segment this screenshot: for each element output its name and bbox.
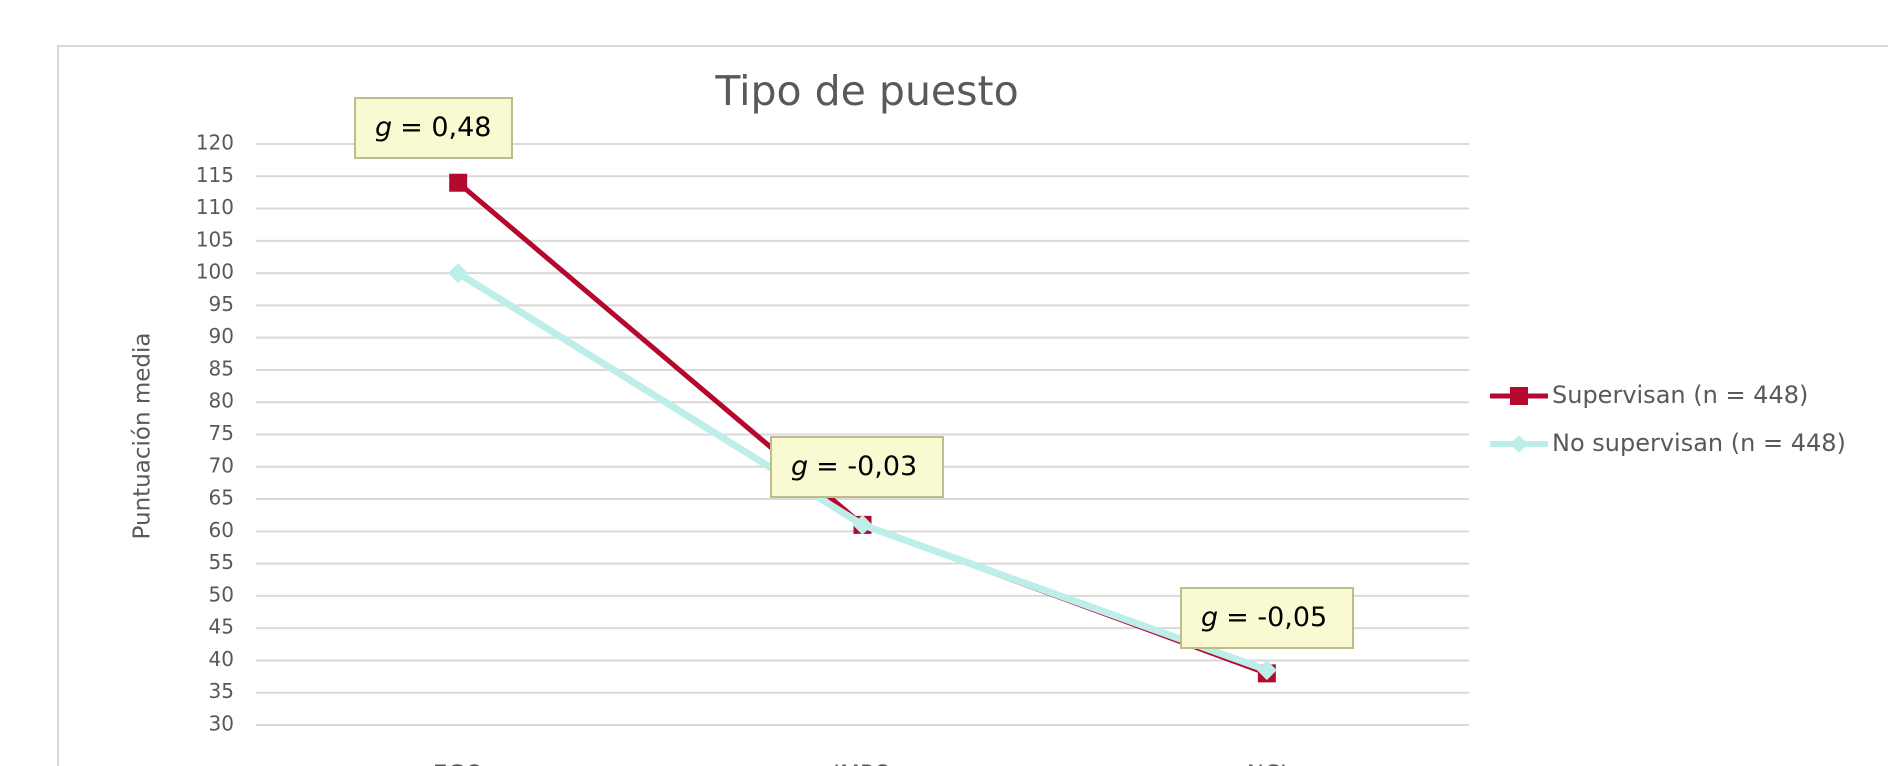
x-tick-label: IMPO bbox=[833, 762, 892, 766]
y-tick-label: 60 bbox=[209, 518, 234, 542]
annotation-text: = -0,05 bbox=[1226, 602, 1327, 633]
chart-title: Tipo de puesto bbox=[714, 67, 1018, 115]
x-tick-label: NCI bbox=[1247, 762, 1287, 766]
y-tick-label: 110 bbox=[196, 195, 234, 219]
y-tick-label: 85 bbox=[209, 356, 234, 380]
y-tick-label: 80 bbox=[209, 389, 234, 413]
y-tick-label: 120 bbox=[196, 131, 234, 155]
marker bbox=[449, 173, 468, 192]
annotation: g = -0,03 bbox=[791, 451, 917, 482]
y-tick-label: 50 bbox=[209, 582, 234, 606]
marker bbox=[852, 514, 873, 535]
annotation: g = -0,05 bbox=[1201, 602, 1327, 633]
annotation-box bbox=[1180, 587, 1354, 649]
y-tick-label: 65 bbox=[209, 486, 234, 510]
annotation-box bbox=[354, 97, 513, 159]
annotation-symbol: g bbox=[1201, 602, 1218, 633]
y-tick-label: 95 bbox=[209, 292, 234, 316]
y-tick-label: 55 bbox=[209, 550, 234, 574]
legend-label: No supervisan (n = 448) bbox=[1552, 429, 1846, 457]
legend-label: Supervisan (n = 448) bbox=[1552, 381, 1808, 409]
marker bbox=[448, 263, 469, 284]
legend-marker bbox=[1510, 387, 1528, 405]
annotation: g = 0,48 bbox=[375, 112, 491, 143]
y-tick-label: 45 bbox=[209, 615, 234, 639]
y-tick-label: 70 bbox=[209, 453, 234, 477]
y-tick-label: 115 bbox=[196, 163, 234, 187]
annotation-text: = 0,48 bbox=[400, 112, 491, 143]
chart-frame bbox=[57, 45, 1888, 766]
y-tick-label: 90 bbox=[209, 324, 234, 348]
y-tick-label: 100 bbox=[196, 260, 234, 284]
y-axis-label: Puntuación media bbox=[130, 333, 156, 540]
y-tick-label: 75 bbox=[209, 421, 234, 445]
legend-marker bbox=[1510, 435, 1528, 453]
x-tick-label: EGO bbox=[433, 762, 483, 766]
annotation-symbol: g bbox=[375, 112, 392, 143]
y-tick-label: 35 bbox=[209, 679, 234, 703]
y-tick-label: 30 bbox=[209, 712, 234, 736]
annotation-text: = -0,03 bbox=[816, 451, 917, 482]
y-tick-label: 105 bbox=[196, 227, 234, 251]
marker bbox=[1256, 660, 1277, 681]
annotation-symbol: g bbox=[791, 451, 808, 482]
annotation-box bbox=[770, 436, 944, 498]
y-tick-label: 40 bbox=[209, 647, 234, 671]
